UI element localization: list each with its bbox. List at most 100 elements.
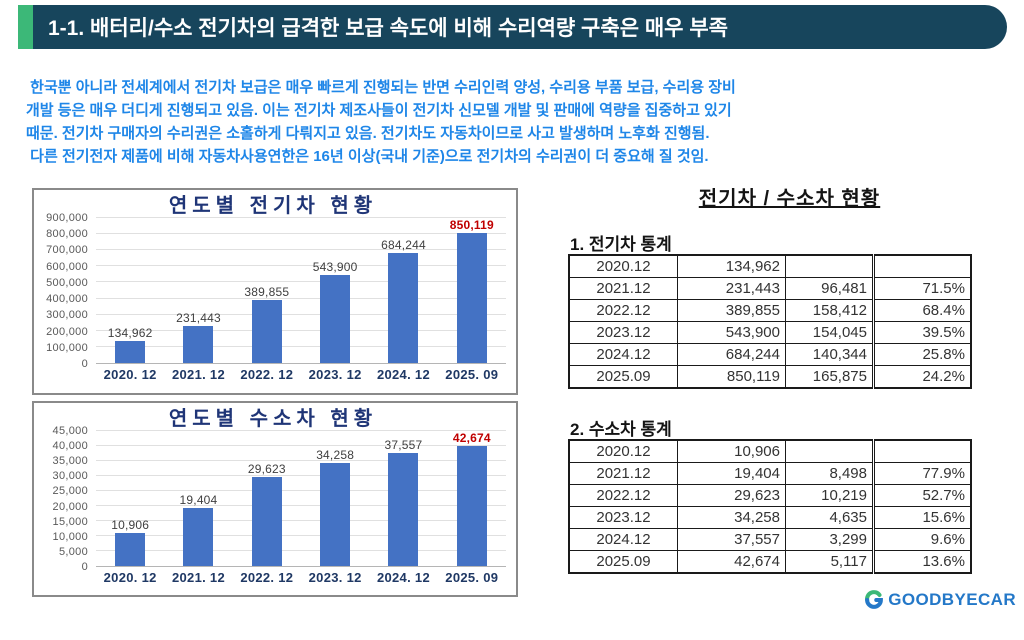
y-axis-tick: 0 — [81, 561, 88, 573]
table-cell: 9.6% — [873, 528, 972, 551]
bar — [183, 507, 214, 566]
x-axis-category-label: 2025. 09 — [445, 569, 499, 585]
bar — [388, 453, 419, 566]
y-axis-tick: 100,000 — [46, 341, 88, 354]
table-cell: 29,623 — [677, 484, 786, 507]
y-axis-tick: 45,000 — [52, 425, 88, 437]
hydrogen-yearly-chart-panel: 연도별 수소차 현황 45,000 40,000 35,000 30,000 25,00… — [32, 401, 518, 597]
table-cell: 3,299 — [785, 528, 875, 551]
bar-value-label: 34,258 — [316, 448, 355, 463]
bar-value-label: 389,855 — [244, 285, 290, 300]
table-cell: 2023.12 — [568, 506, 678, 529]
y-axis-tick: 500,000 — [46, 276, 88, 289]
bar — [388, 252, 419, 363]
x-axis-category-label: 2020. 12 — [103, 569, 157, 585]
table-row: 2023.12 543,900 154,045 39.5% — [568, 321, 972, 344]
x-axis-category-label: 2021. 12 — [171, 366, 225, 382]
y-axis-tick: 700,000 — [46, 244, 88, 257]
table-cell: 77.9% — [873, 462, 972, 485]
table-cell: 96,481 — [785, 277, 875, 300]
y-axis-tick: 5,000 — [58, 545, 88, 558]
hydrogen-stats-table: 2020.12 10,906 2021.12 19,404 8,498 77.9% 2022… — [568, 439, 972, 574]
x-axis: 2020. 12 2021. 12 2022. 12 2023. 12 2024. 12… — [40, 567, 506, 587]
y-axis: 45,000 40,000 35,000 30,000 25,000 20,000 15,0… — [40, 425, 96, 573]
y-axis-tick: 200,000 — [46, 325, 88, 338]
table-cell: 15.6% — [873, 506, 972, 529]
table-cell: 140,344 — [785, 343, 875, 366]
bar-column: 42,674 — [438, 431, 506, 566]
intro-line: 개발 등은 매우 더디게 진행되고 있음. 이는 전기차 제조사들이 전기차 신… — [26, 102, 732, 119]
table-cell: 52.7% — [873, 484, 972, 507]
table-row: 2023.12 34,258 4,635 15.6% — [568, 506, 972, 529]
table-cell: 39.5% — [873, 321, 972, 344]
table-row: 2024.12 684,244 140,344 25.8% — [568, 343, 972, 366]
gridline — [96, 490, 506, 491]
bar — [115, 533, 146, 566]
hydrogen-stats-block: 2. 수소차 통계 2020.12 10,906 2021.12 19,404 8,49… — [568, 415, 972, 574]
y-axis-tick: 20,000 — [52, 500, 88, 513]
table-cell: 850,119 — [677, 365, 786, 389]
x-axis-category-label: 2021. 12 — [171, 569, 225, 585]
table-cell: 2021.12 — [568, 462, 678, 485]
y-axis-tick: 10,000 — [52, 530, 88, 543]
chart-title: 연도별 수소차 현황 — [168, 408, 378, 430]
table-cell: 684,244 — [677, 343, 786, 366]
table-cell: 2022.12 — [568, 299, 678, 322]
table-cell: 389,855 — [677, 299, 786, 322]
gridline — [96, 265, 506, 267]
x-axis-category-label: 2020. 12 — [103, 366, 157, 382]
bar — [115, 341, 146, 363]
bars-group: 10,906 19,404 29,623 34,258 37,557 42,674 — [96, 431, 506, 566]
bar — [251, 300, 282, 363]
y-axis-tick: 0 — [81, 358, 88, 370]
x-axis-category-label: 2025. 09 — [445, 366, 499, 382]
bar-column: 134,962 — [96, 218, 164, 363]
bar — [456, 233, 487, 363]
header-accent-bar — [18, 5, 33, 49]
gridline — [96, 329, 506, 331]
bar-value-label: 42,674 — [452, 431, 491, 445]
table-cell: 2020.12 — [568, 254, 678, 278]
intro-paragraph: 한국뿐 아니라 전세계에서 전기차 보급은 매우 빠르게 진행되는 반면 수리인… — [26, 76, 1008, 168]
y-axis-tick: 900,000 — [46, 212, 88, 224]
bar-value-label: 134,962 — [107, 326, 153, 341]
table-cell: 2024.12 — [568, 528, 678, 551]
bar-value-label: 850,119 — [449, 218, 494, 232]
table-row: 2022.12 29,623 10,219 52.7% — [568, 484, 972, 507]
table-cell: 2023.12 — [568, 321, 678, 344]
slide-header: 1-1. 배터리/수소 전기차의 급격한 보급 속도에 비해 수리역량 구축은 … — [18, 5, 1007, 49]
table-cell: 2021.12 — [568, 277, 678, 300]
table-row: 2025.09 850,119 165,875 24.2% — [568, 365, 972, 389]
x-axis-category-label: 2022. 12 — [240, 569, 294, 585]
bar — [251, 477, 282, 566]
gridline — [96, 281, 506, 283]
table-cell: 5,117 — [785, 550, 875, 574]
bar-column: 389,855 — [233, 218, 301, 363]
table-cell: 2025.09 — [568, 365, 678, 389]
y-axis-tick: 400,000 — [46, 293, 88, 306]
gridline — [96, 313, 506, 315]
x-axis-category-label: 2023. 12 — [308, 366, 362, 382]
gridline — [96, 460, 506, 461]
intro-line: 한국뿐 아니라 전세계에서 전기차 보급은 매우 빠르게 진행되는 반면 수리인… — [26, 79, 736, 96]
chart-title: 연도별 전기차 현황 — [168, 195, 378, 217]
y-axis-tick: 35,000 — [52, 455, 88, 468]
table-cell — [785, 254, 875, 278]
x-axis: 2020. 12 2021. 12 2022. 12 2023. 12 2024. 12… — [40, 364, 506, 384]
bar-column: 10,906 — [96, 431, 164, 566]
table-cell: 13.6% — [873, 550, 972, 574]
table-cell: 19,404 — [677, 462, 786, 485]
gridline — [96, 535, 506, 536]
y-axis-tick: 600,000 — [46, 260, 88, 273]
ev-yearly-chart-panel: 연도별 전기차 현황 900,000 800,000 700,000 600,000 5… — [32, 188, 518, 395]
x-axis-category-label: 2024. 12 — [376, 366, 430, 382]
table-row: 2020.12 134,962 — [568, 254, 972, 278]
table-cell: 4,635 — [785, 506, 875, 529]
y-axis-tick: 800,000 — [46, 228, 88, 241]
bar — [456, 446, 487, 566]
bar-column: 34,258 — [301, 431, 369, 566]
gridline — [96, 520, 506, 521]
bar-column: 19,404 — [164, 431, 232, 566]
y-axis-tick: 40,000 — [52, 440, 88, 453]
ev-stats-block: 1. 전기차 통계 2020.12 134,962 2021.12 231,443 96… — [568, 230, 972, 389]
